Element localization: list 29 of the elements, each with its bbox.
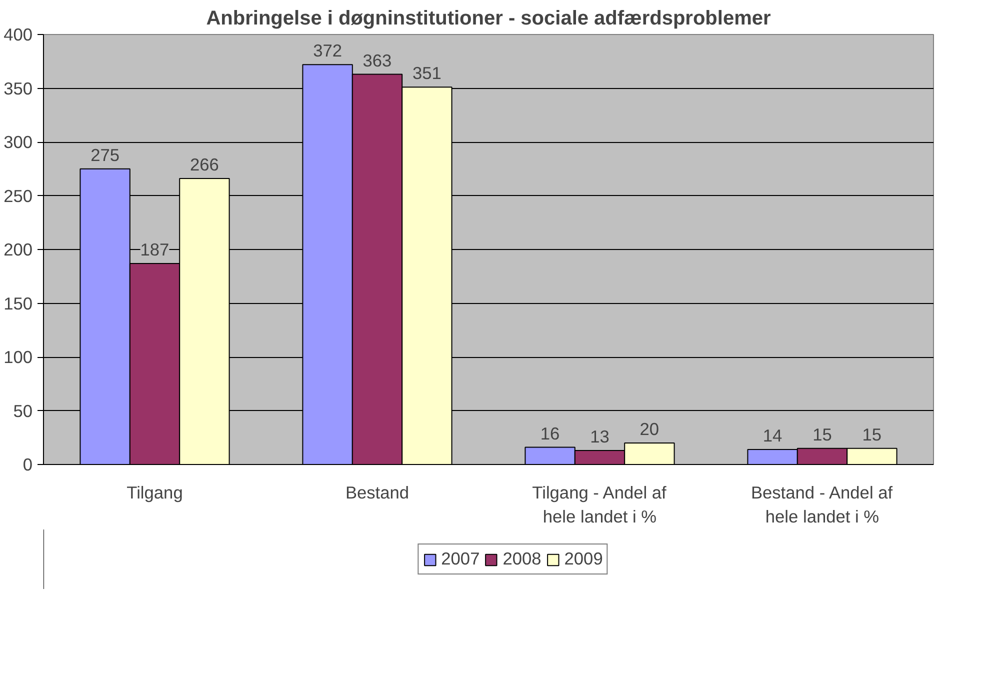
data-label: 15 <box>812 424 832 444</box>
y-tick-label: 200 <box>4 240 33 260</box>
y-tick-label: 400 <box>4 24 33 44</box>
y-tick-label: 150 <box>4 293 33 314</box>
data-label: 13 <box>590 426 610 447</box>
legend-label: 2009 <box>564 548 603 570</box>
legend-label: 2007 <box>441 548 480 570</box>
data-label: 351 <box>412 63 442 84</box>
x-tick-label: Bestand - Andel af hele landet i % <box>750 482 893 526</box>
data-label: 363 <box>362 50 392 70</box>
x-tick-label: Tilgang - Andel af hele landet i % <box>532 482 667 526</box>
y-tick-label: 50 <box>13 400 33 421</box>
data-label: 275 <box>90 144 120 165</box>
y-tick-label: 100 <box>4 347 33 367</box>
data-label: 20 <box>640 419 660 439</box>
y-tick-label: 300 <box>4 132 33 152</box>
x-tick-label: Bestand <box>345 482 410 502</box>
data-label: 187 <box>140 239 170 260</box>
data-label: 266 <box>190 154 219 175</box>
data-label: 14 <box>762 425 783 446</box>
x-tick-label: Tilgang <box>126 482 183 502</box>
y-tick-label: 350 <box>4 78 33 98</box>
legend-label: 2008 <box>502 548 542 570</box>
data-label: 372 <box>313 40 342 61</box>
y-tick-label: 250 <box>4 186 33 206</box>
data-label: 15 <box>862 424 882 444</box>
chart-title: Anbringelse i døgninstitutioner - sociale adfærdsproblemer <box>206 8 771 30</box>
y-tick-label: 0 <box>22 454 33 474</box>
data-label: 16 <box>540 423 560 444</box>
